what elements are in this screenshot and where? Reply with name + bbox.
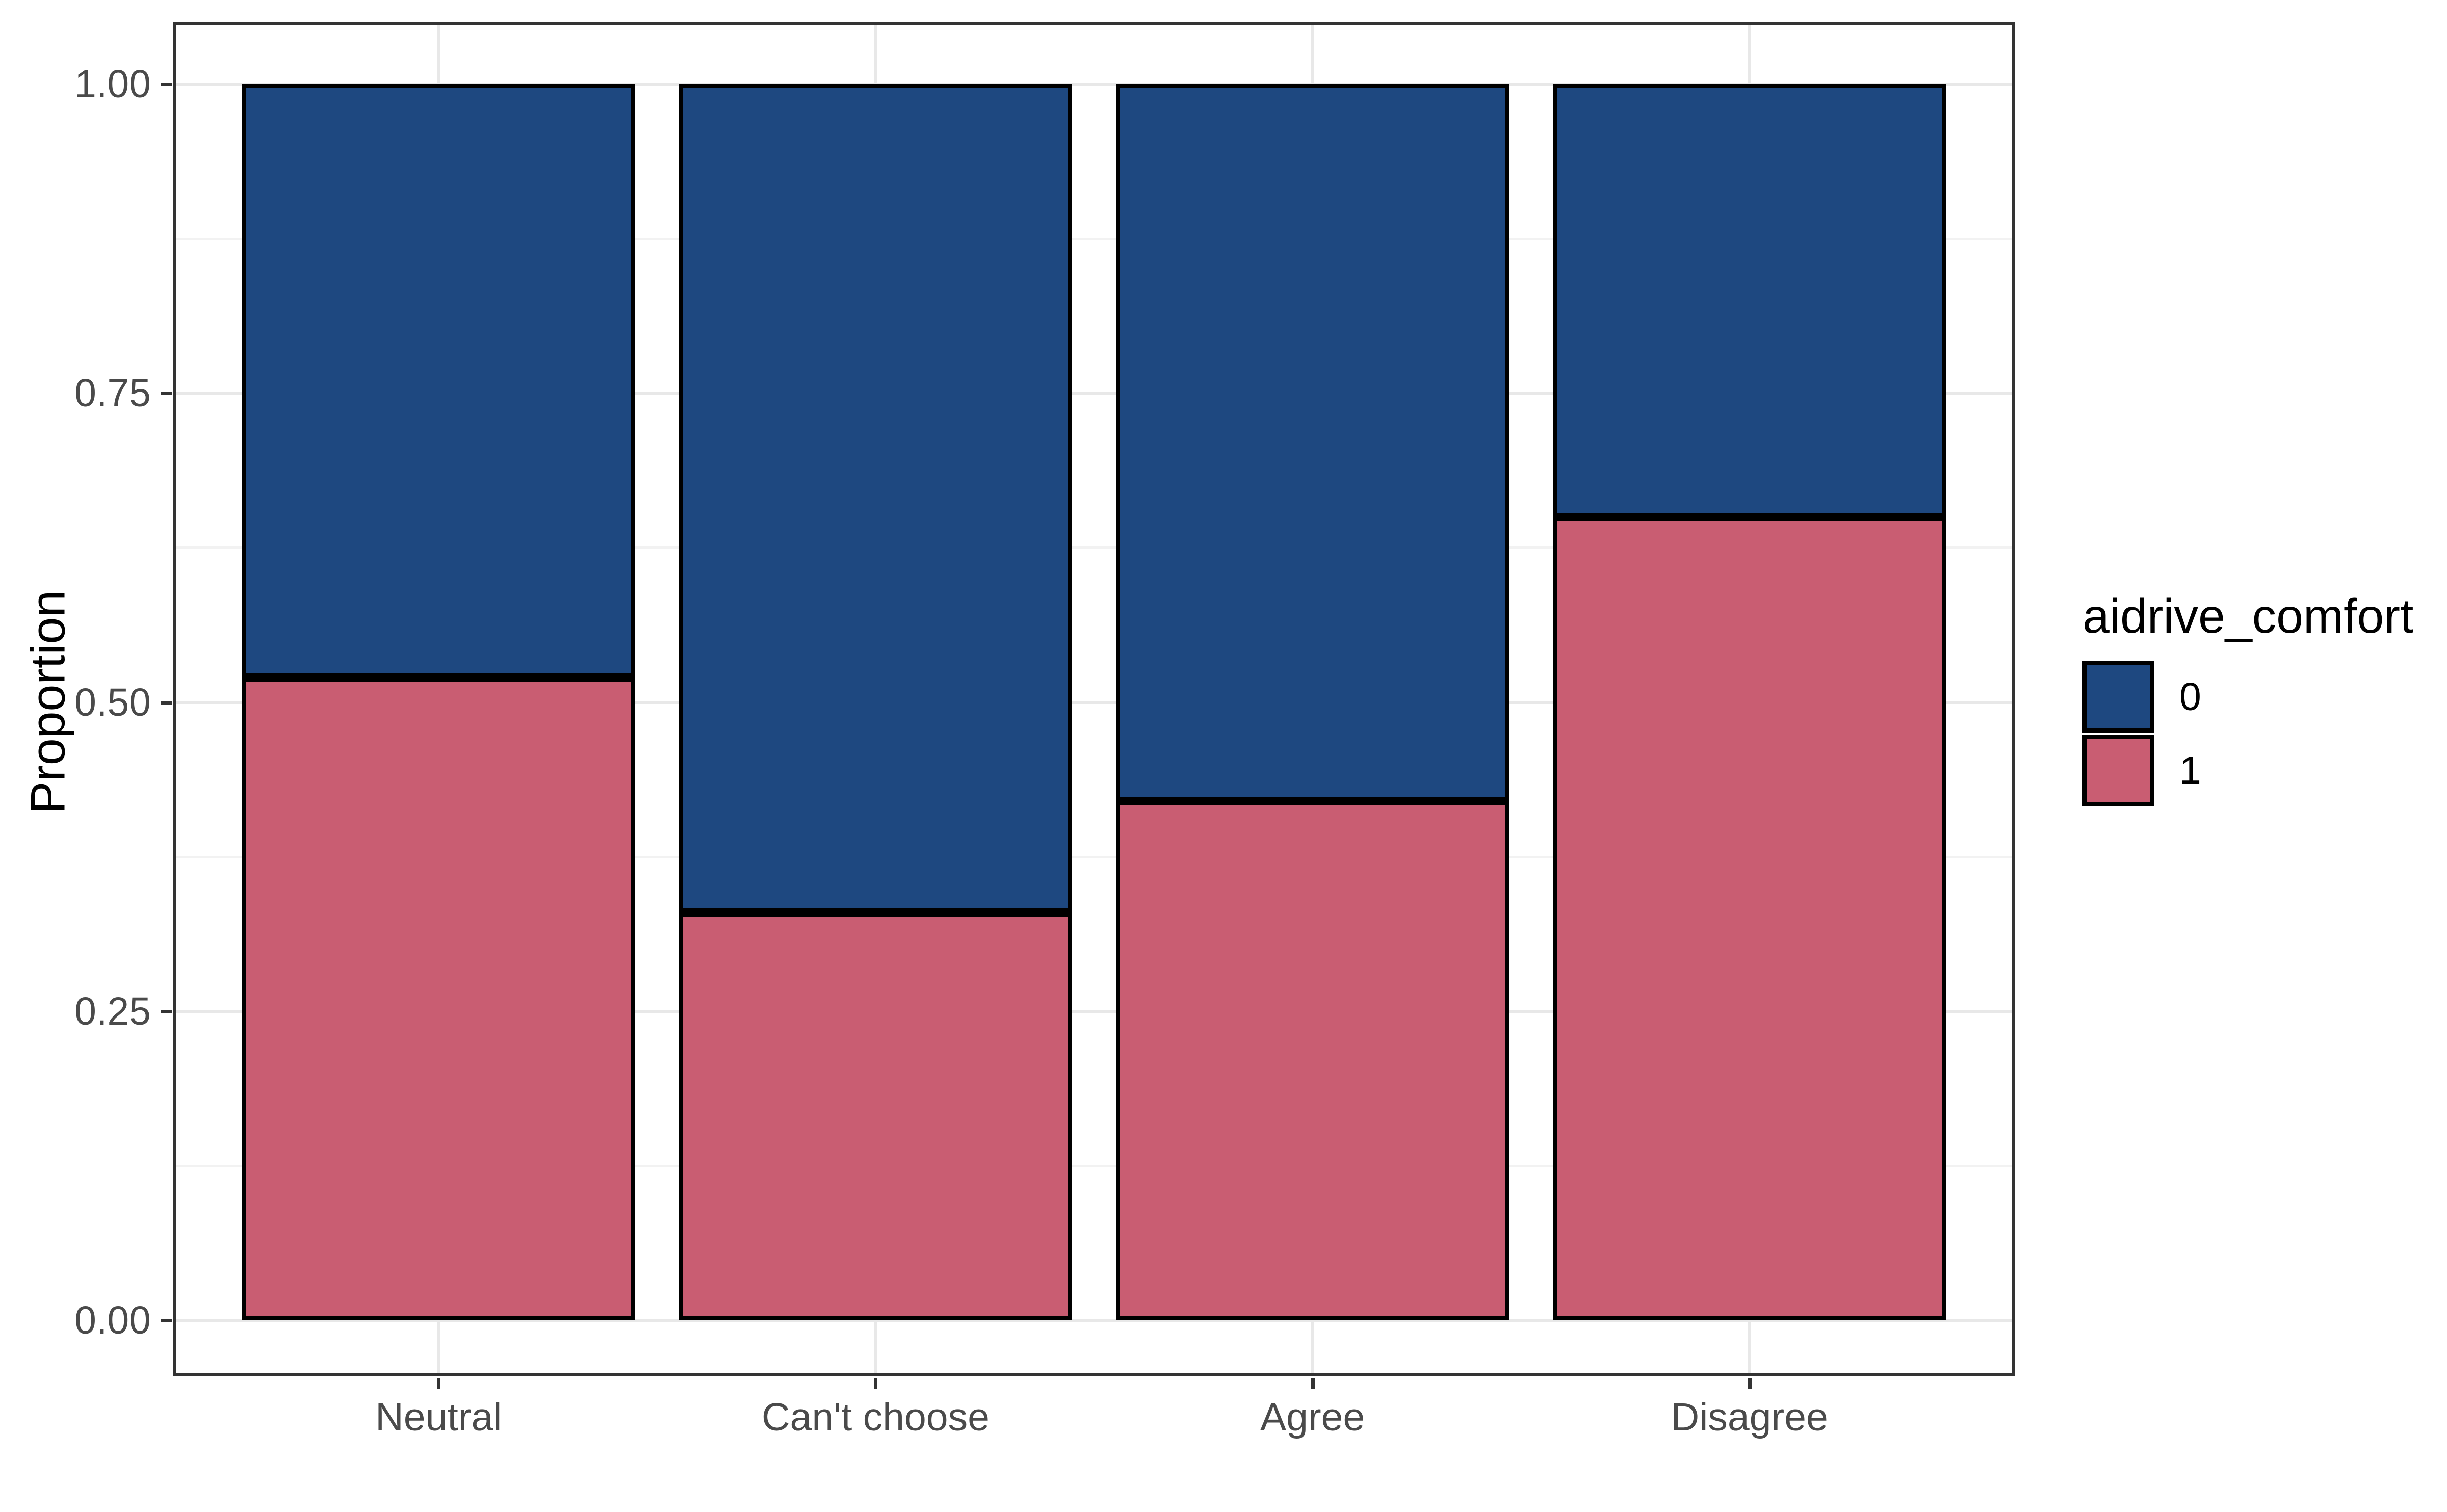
y-tick-label: 1.00 bbox=[74, 62, 151, 106]
y-tick-mark bbox=[161, 392, 172, 396]
legend-key-label: 1 bbox=[2179, 748, 2201, 792]
y-tick-label: 0.00 bbox=[74, 1298, 151, 1342]
legend-key: 0 bbox=[2082, 661, 2413, 733]
legend-title: aidrive_comfort bbox=[2082, 589, 2414, 643]
y-major-gridline bbox=[176, 1319, 2012, 1322]
y-major-gridline bbox=[176, 392, 2012, 395]
y-major-gridline bbox=[176, 700, 2012, 704]
y-minor-gridline bbox=[176, 855, 2012, 858]
x-tick-label: Can't choose bbox=[761, 1395, 990, 1439]
y-major-gridline bbox=[176, 83, 2012, 86]
bar-segment-1-disagree bbox=[1553, 516, 1946, 1320]
x-tick-mark bbox=[437, 1378, 441, 1389]
y-minor-gridline bbox=[176, 1164, 2012, 1167]
x-tick-mark bbox=[1311, 1378, 1315, 1389]
bar-segment-1-neutral bbox=[242, 677, 635, 1320]
legend-swatch-1 bbox=[2082, 735, 2154, 806]
y-major-gridline bbox=[176, 1009, 2012, 1013]
y-tick-label: 0.50 bbox=[74, 680, 151, 724]
y-tick-mark bbox=[161, 1009, 172, 1013]
legend-key-label: 0 bbox=[2179, 674, 2201, 719]
y-tick-mark bbox=[161, 1319, 172, 1322]
bar-segment-0-can-t-choose bbox=[679, 84, 1073, 913]
y-tick-label: 0.25 bbox=[74, 989, 151, 1033]
y-minor-gridline bbox=[176, 238, 2012, 240]
plot-panel bbox=[173, 22, 2015, 1376]
y-tick-label: 0.75 bbox=[74, 371, 151, 415]
x-tick-mark bbox=[874, 1378, 878, 1389]
x-tick-mark bbox=[1748, 1378, 1752, 1389]
y-tick-mark bbox=[161, 83, 172, 86]
legend-swatch-0 bbox=[2082, 661, 2154, 733]
x-tick-label: Neutral bbox=[375, 1395, 502, 1439]
x-tick-label: Disagree bbox=[1671, 1395, 1828, 1439]
y-minor-gridline bbox=[176, 546, 2012, 549]
bar-segment-0-agree bbox=[1115, 84, 1509, 801]
bar-segment-0-disagree bbox=[1553, 84, 1946, 517]
legend-key: 1 bbox=[2082, 735, 2413, 806]
x-tick-label: Agree bbox=[1260, 1395, 1365, 1439]
y-tick-mark bbox=[161, 700, 172, 705]
bar-segment-1-can-t-choose bbox=[679, 912, 1073, 1320]
bar-segment-1-agree bbox=[1115, 801, 1509, 1320]
y-axis-title-text: Proportion bbox=[21, 590, 75, 814]
bar-segment-0-neutral bbox=[242, 84, 635, 677]
